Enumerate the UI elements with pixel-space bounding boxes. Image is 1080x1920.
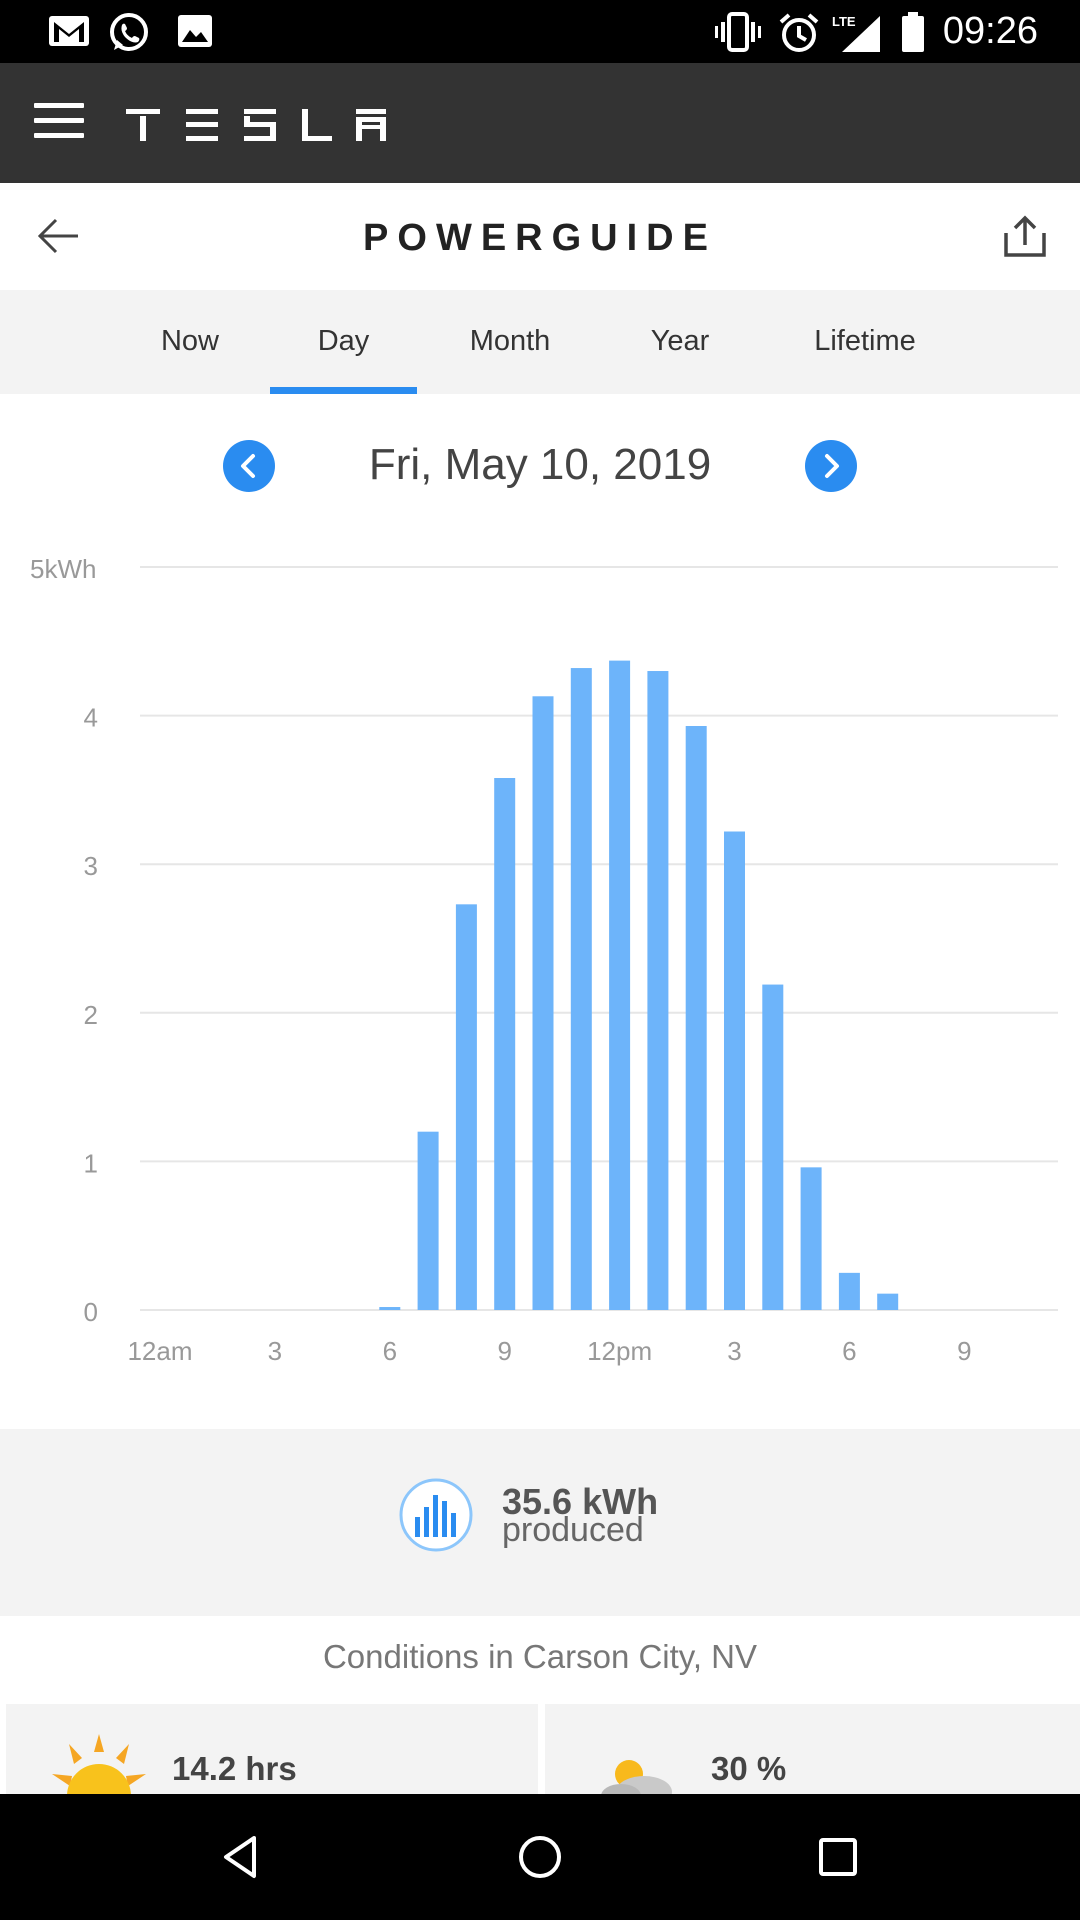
gmail-icon	[49, 16, 89, 46]
y-tick-label: 5kWh	[30, 554, 96, 584]
x-tick-label: 3	[268, 1336, 282, 1366]
y-tick-label: 2	[84, 1000, 98, 1030]
back-arrow-icon[interactable]	[34, 213, 84, 259]
tab-now[interactable]: Now	[130, 290, 250, 394]
chart-bar	[455, 904, 477, 1310]
tab-year[interactable]: Year	[620, 290, 740, 394]
tab-label: Year	[650, 325, 710, 357]
lte-signal-icon: LTE	[832, 14, 880, 52]
cloud-cover-card: 30 %	[545, 1704, 1080, 1794]
chart-bar	[417, 1131, 439, 1310]
status-bar: LTE 09:26	[0, 0, 1080, 63]
chart-bar	[532, 696, 554, 1310]
production-summary: 35.6 kWh produced	[0, 1429, 1080, 1616]
conditions-title: Conditions in Carson City, NV	[322, 1638, 758, 1675]
sunlight-value: 14.2 hrs	[172, 1750, 297, 1787]
x-tick-label: 9	[497, 1336, 511, 1366]
system-nav-bar	[0, 1794, 1080, 1920]
back-nav-icon[interactable]	[216, 1832, 266, 1882]
chart-bar	[838, 1272, 860, 1310]
x-tick-label: 6	[842, 1336, 856, 1366]
sun-icon	[52, 1734, 146, 1794]
tab-label: Now	[160, 325, 219, 357]
menu-icon[interactable]	[34, 103, 86, 143]
sunlight-card: 14.2 hrs	[6, 1704, 538, 1794]
tab-month[interactable]: Month	[440, 290, 580, 394]
chevron-right-icon	[825, 454, 839, 478]
x-tick-label: 6	[383, 1336, 397, 1366]
network-label: LTE	[832, 14, 856, 29]
y-tick-label: 1	[84, 1148, 98, 1178]
bar-chart-icon	[399, 1478, 473, 1552]
date-navigator: Fri, May 10, 2019	[0, 394, 1080, 534]
page-title: POWERGUIDE	[363, 217, 717, 259]
x-tick-label: 12pm	[587, 1336, 652, 1366]
chart-bar	[609, 660, 631, 1310]
chart-bar	[379, 1307, 401, 1310]
tab-day[interactable]: Day	[270, 290, 417, 394]
chart-bar	[494, 778, 516, 1310]
x-tick-label: 3	[727, 1336, 741, 1366]
energy-bar-chart: 0 1 2 3 4 5kWh 12am 3 6 9 12pm 3 6 9	[30, 554, 1058, 1366]
current-date: Fri, May 10, 2019	[368, 440, 712, 489]
chart-bar	[570, 668, 592, 1310]
y-tick-label: 3	[84, 851, 98, 881]
chart-bar	[762, 984, 784, 1310]
chart-bar	[724, 831, 745, 1310]
alarm-icon	[779, 13, 819, 52]
produced-value: 35.6 kWh	[502, 1481, 659, 1522]
recents-nav-icon[interactable]	[813, 1832, 863, 1882]
conditions-section: Conditions in Carson City, NV	[0, 1616, 1080, 1704]
chart-bar	[800, 1167, 822, 1310]
gallery-icon	[178, 15, 212, 47]
tab-label: Month	[469, 325, 551, 357]
x-tick-label: 12am	[127, 1336, 192, 1366]
produced-label: produced	[502, 1511, 644, 1549]
share-icon[interactable]	[1002, 213, 1048, 259]
tesla-logo	[126, 109, 386, 141]
vibrate-icon	[715, 12, 761, 52]
y-tick-label: 0	[84, 1297, 98, 1327]
period-tabs: Now Day Month Year Lifetime	[0, 290, 1080, 394]
energy-chart: 0 1 2 3 4 5kWh 12am 3 6 9 12pm 3 6 9	[0, 534, 1080, 1429]
title-bar: POWERGUIDE	[0, 183, 1080, 290]
conditions-cards: 14.2 hrs 30 %	[0, 1704, 1080, 1794]
next-day-button[interactable]	[805, 440, 857, 492]
chart-bar	[685, 726, 707, 1310]
tab-label: Day	[317, 325, 370, 357]
cloud-cover-value: 30 %	[711, 1750, 787, 1787]
home-nav-icon[interactable]	[515, 1832, 565, 1882]
whatsapp-icon	[110, 13, 148, 51]
prev-day-button[interactable]	[223, 440, 275, 492]
status-time: 09:26	[942, 10, 1038, 52]
x-tick-label: 9	[957, 1336, 971, 1366]
chart-bar	[877, 1293, 899, 1310]
chevron-left-icon	[241, 454, 255, 478]
app-bar	[0, 63, 1080, 183]
partly-cloudy-icon	[601, 1760, 672, 1794]
tab-lifetime[interactable]: Lifetime	[790, 290, 940, 394]
y-tick-label: 4	[84, 703, 98, 733]
chart-bar	[647, 671, 669, 1310]
battery-icon	[902, 12, 924, 52]
tab-label: Lifetime	[814, 325, 916, 357]
